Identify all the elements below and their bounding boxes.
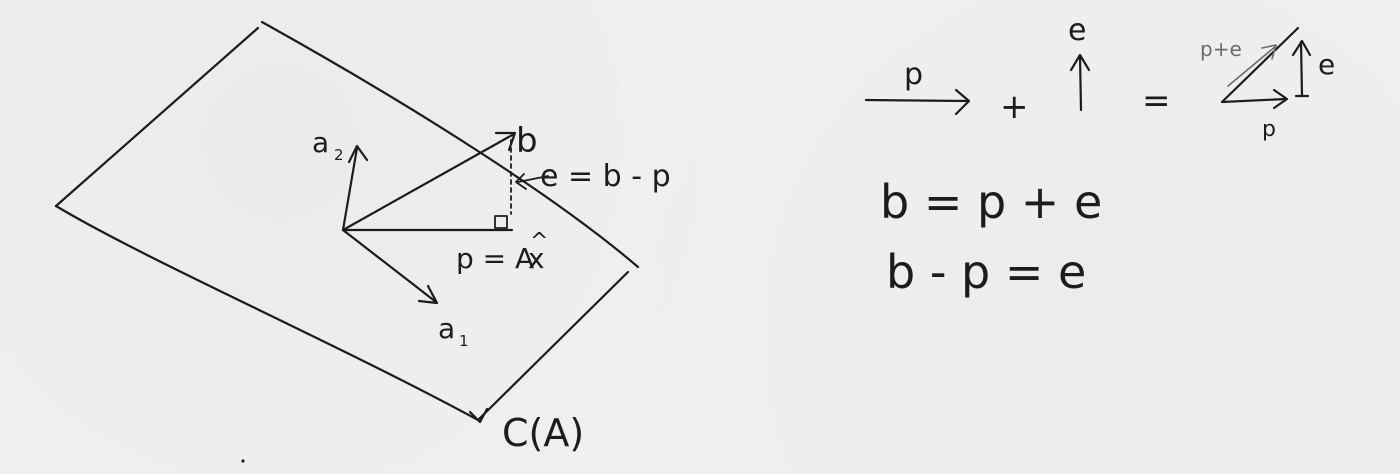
column-space-plane xyxy=(54,20,640,424)
projection-hat: ^ xyxy=(530,229,548,254)
ink-dot xyxy=(241,459,245,463)
triangle-p-label: p xyxy=(1262,117,1276,142)
e-arrow xyxy=(1069,53,1091,112)
projection-label: p = A xyxy=(456,242,534,275)
projection-xhat: x xyxy=(528,242,545,275)
column-space-label: C(A) xyxy=(502,411,584,455)
b-label: b xyxy=(516,121,538,161)
a1-vector xyxy=(341,228,439,305)
projection-vector xyxy=(341,215,514,232)
error-label: e = b - p xyxy=(540,159,671,194)
triangle-hypotenuse-label: p+e xyxy=(1200,37,1242,61)
p-arrow-label: p xyxy=(904,57,923,92)
equals-sign: = xyxy=(1142,81,1171,121)
equation-2: b - p = e xyxy=(886,245,1086,299)
error-vector xyxy=(510,139,549,215)
b-vector xyxy=(341,131,517,232)
a2-subscript: 2 xyxy=(334,146,344,164)
p-arrow xyxy=(864,88,971,116)
sum-triangle xyxy=(1220,26,1312,110)
a1-subscript: 1 xyxy=(459,332,469,350)
a2-vector xyxy=(341,144,369,232)
a1-label: a xyxy=(438,312,455,345)
plus-sign: + xyxy=(1000,87,1029,127)
equation-1: b = p + e xyxy=(880,175,1102,229)
triangle-e-label: e xyxy=(1318,48,1335,81)
a2-label: a xyxy=(312,126,329,159)
e-arrow-label: e xyxy=(1068,13,1086,48)
